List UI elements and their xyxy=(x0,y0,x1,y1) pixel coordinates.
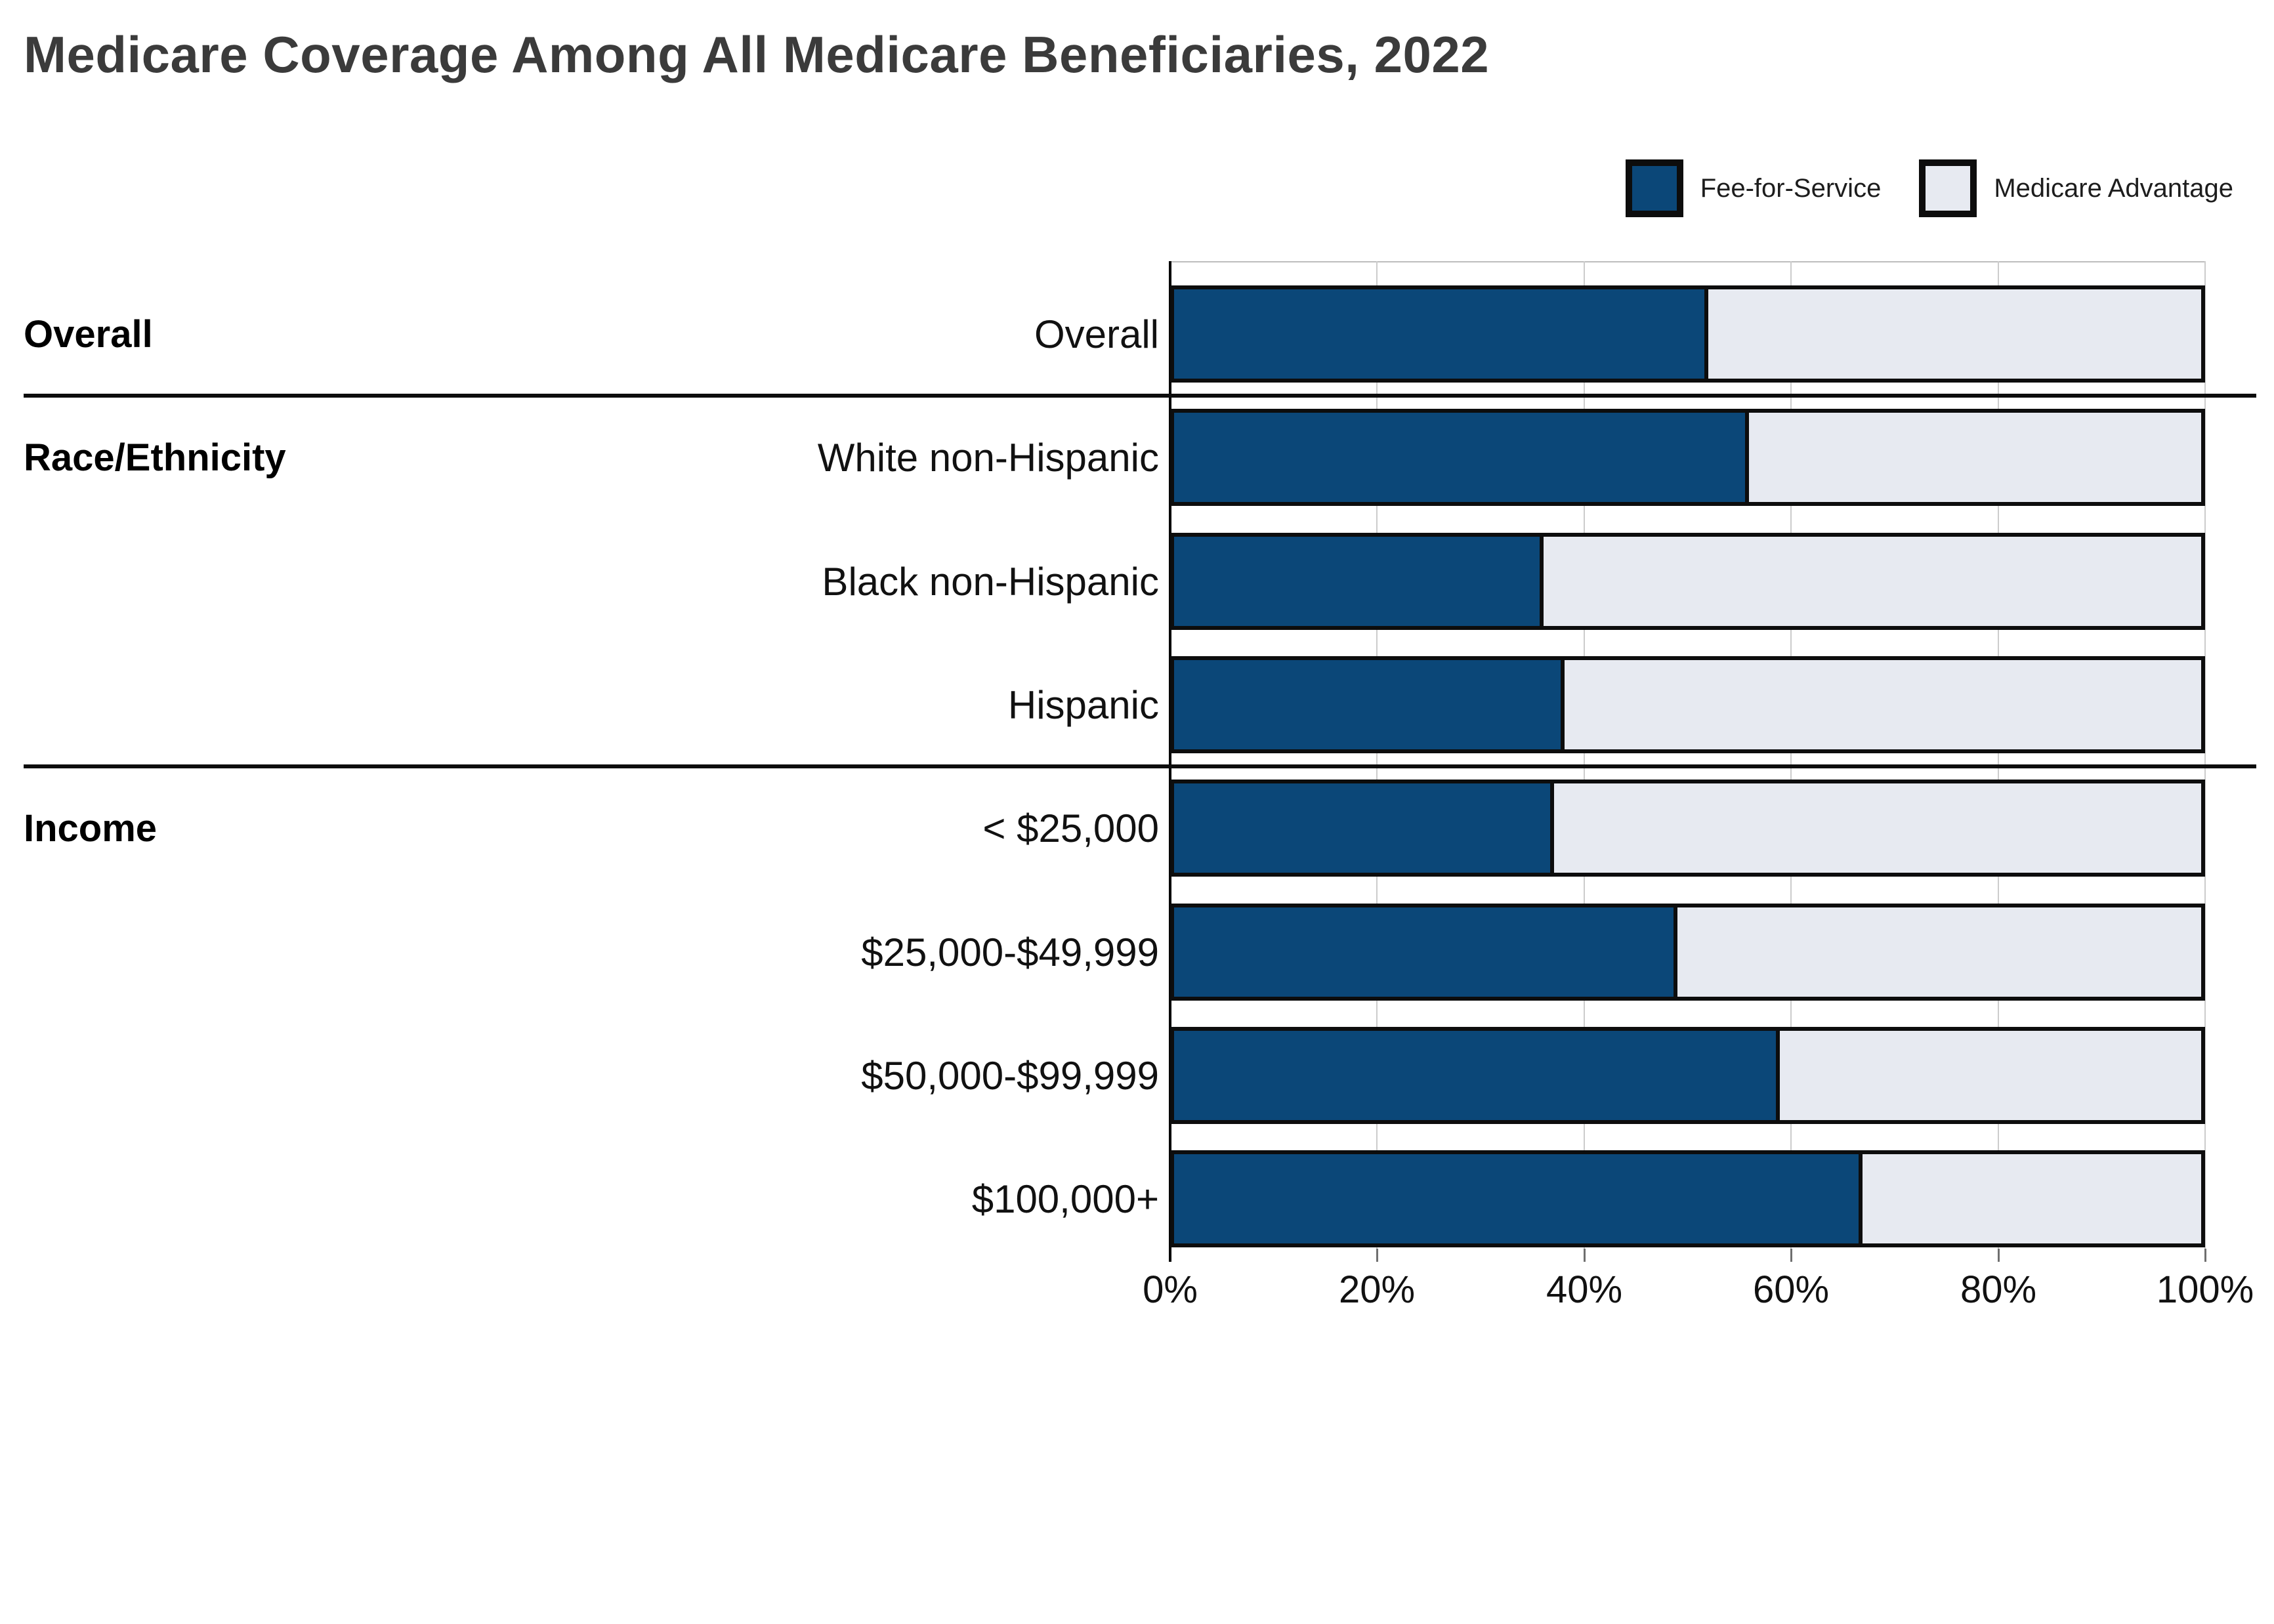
gridline xyxy=(1376,261,1378,1262)
bar-white-non-hispanic xyxy=(1170,409,2205,506)
bar-hispanic xyxy=(1170,656,2205,753)
bar-segment-fee-for-service xyxy=(1174,413,1750,502)
bar-overall xyxy=(1170,285,2205,383)
group-header-income: Income xyxy=(24,806,158,850)
group-separator xyxy=(24,394,2256,398)
legend-label: Fee-for-Service xyxy=(1700,173,1882,203)
x-tick-label: 100% xyxy=(2156,1268,2254,1311)
bar-segment-medicare-advantage xyxy=(1708,289,2201,379)
axis-tick xyxy=(2204,1249,2206,1262)
x-tick-label: 60% xyxy=(1752,1268,1830,1311)
axis-tick xyxy=(1584,1249,1586,1262)
bar-25-000 xyxy=(1170,780,2205,877)
bar-segment-medicare-advantage xyxy=(1862,1154,2201,1243)
plot-top-border xyxy=(1170,261,2205,262)
bar-segment-medicare-advantage xyxy=(1554,783,2201,873)
bar-segment-medicare-advantage xyxy=(1564,660,2201,749)
category-label: Hispanic xyxy=(1007,682,1159,727)
chart-title: Medicare Coverage Among All Medicare Ben… xyxy=(24,26,1490,83)
legend: Fee-for-Service Medicare Advantage xyxy=(1625,159,2233,217)
bar-segment-fee-for-service xyxy=(1174,907,1677,997)
category-label: $25,000-$49,999 xyxy=(861,930,1159,974)
gridline xyxy=(2204,261,2206,1262)
gridline xyxy=(1790,261,1792,1262)
legend-label: Medicare Advantage xyxy=(1994,173,2233,203)
category-label: White non-Hispanic xyxy=(817,435,1159,480)
x-tick-label: 40% xyxy=(1546,1268,1623,1311)
legend-swatch-medicare-advantage xyxy=(1919,159,1977,217)
bar-segment-fee-for-service xyxy=(1174,1154,1863,1243)
axis-tick xyxy=(1790,1249,1792,1262)
bar-segment-medicare-advantage xyxy=(1544,537,2201,626)
bar-segment-fee-for-service xyxy=(1174,783,1555,873)
x-tick-label: 0% xyxy=(1143,1268,1198,1311)
category-label: < $25,000 xyxy=(982,806,1159,850)
gridline xyxy=(1998,261,1999,1262)
bar-segment-medicare-advantage xyxy=(1780,1031,2201,1120)
legend-item-fee-for-service: Fee-for-Service xyxy=(1625,159,1882,217)
bar-50-000-99-999 xyxy=(1170,1027,2205,1124)
axis-tick xyxy=(1376,1249,1378,1262)
bar-segment-fee-for-service xyxy=(1174,660,1565,749)
bar-segment-medicare-advantage xyxy=(1677,907,2201,997)
x-tick-label: 80% xyxy=(1960,1268,2037,1311)
bar-black-non-hispanic xyxy=(1170,533,2205,630)
bar-segment-fee-for-service xyxy=(1174,537,1544,626)
bar-100-000 xyxy=(1170,1150,2205,1247)
category-label: $50,000-$99,999 xyxy=(861,1053,1159,1098)
gridline xyxy=(1584,261,1585,1262)
category-label: Black non-Hispanic xyxy=(822,559,1159,604)
category-label: $100,000+ xyxy=(971,1176,1159,1221)
legend-swatch-fee-for-service xyxy=(1625,159,1683,217)
x-tick-label: 20% xyxy=(1338,1268,1416,1311)
category-label: Overall xyxy=(1034,312,1159,356)
bar-segment-medicare-advantage xyxy=(1749,413,2201,502)
bar-25-000-49-999 xyxy=(1170,904,2205,1001)
legend-item-medicare-advantage: Medicare Advantage xyxy=(1919,159,2233,217)
bar-segment-fee-for-service xyxy=(1174,1031,1780,1120)
bar-segment-fee-for-service xyxy=(1174,289,1708,379)
group-header-overall: Overall xyxy=(24,312,153,356)
group-header-race-ethnicity: Race/Ethnicity xyxy=(24,436,286,479)
group-separator xyxy=(24,764,2256,768)
axis-tick xyxy=(1998,1249,2000,1262)
y-axis-line xyxy=(1169,261,1171,1262)
